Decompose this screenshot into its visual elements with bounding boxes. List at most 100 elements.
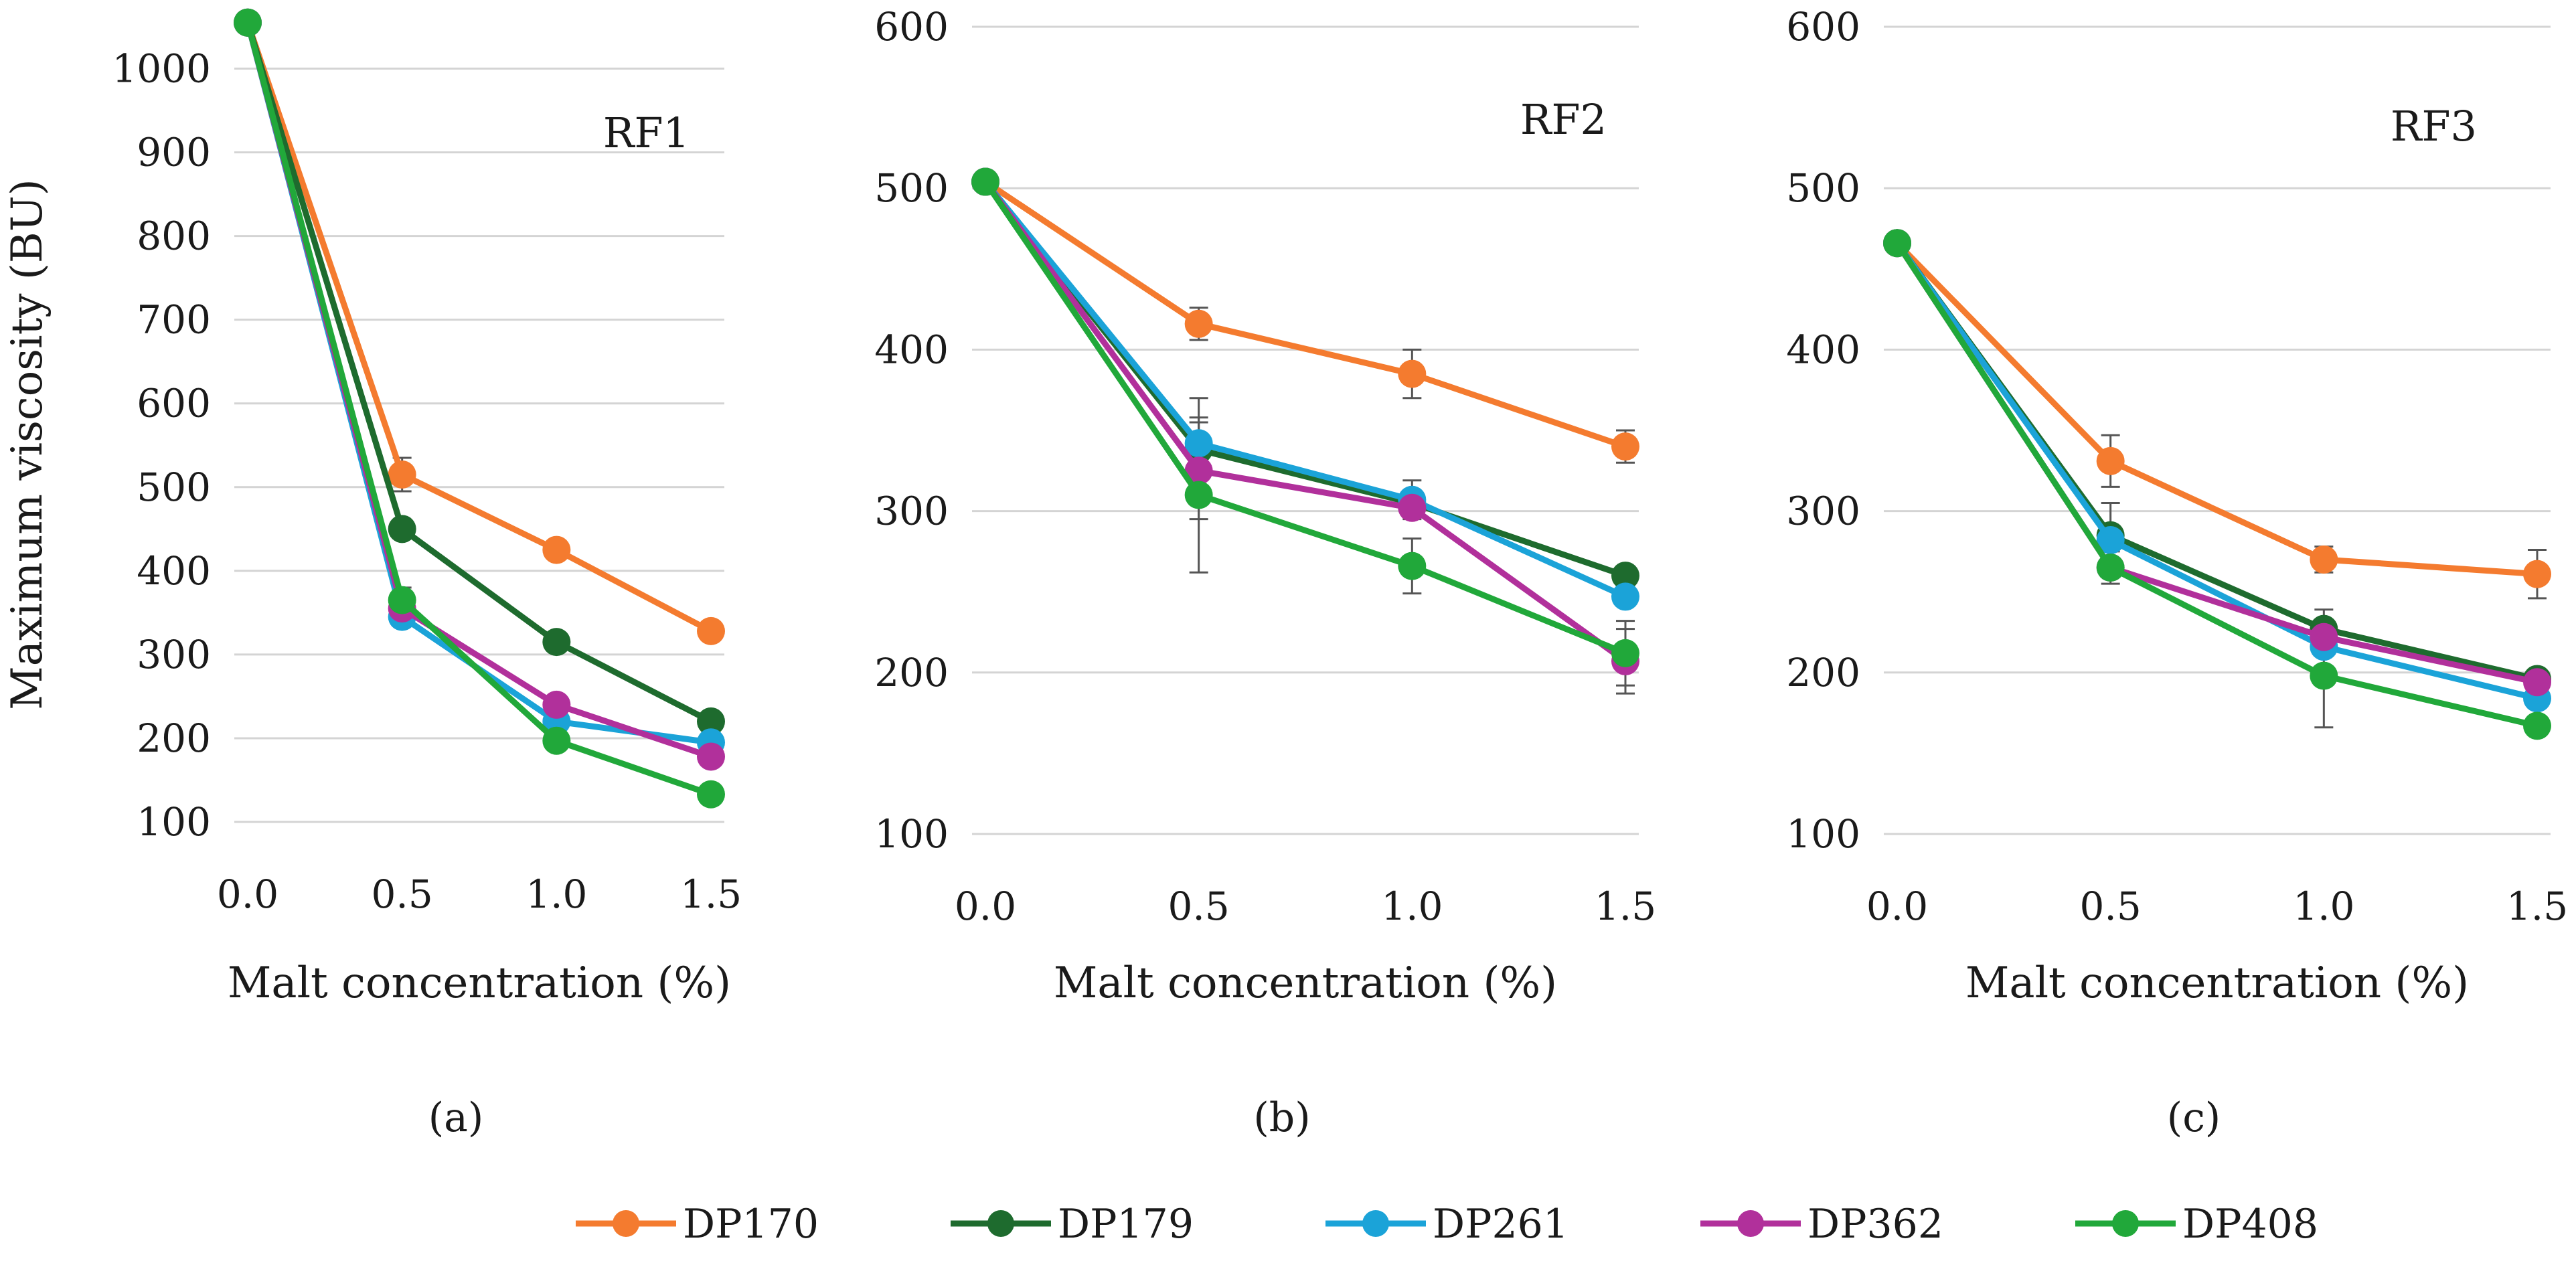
legend-item-dp261: DP261 (1325, 1201, 1568, 1248)
y-tick-label: 600 (874, 4, 949, 50)
legend-swatch-marker (1737, 1210, 1764, 1237)
y-tick-label: 100 (137, 799, 211, 845)
series-line (1894, 240, 2541, 578)
data-point (234, 8, 262, 37)
legend-item-dp170: DP170 (576, 1201, 819, 1248)
series-dp362 (1883, 229, 2551, 697)
series-dp408 (234, 8, 725, 809)
series-line (982, 179, 1629, 665)
y-tick-label: 300 (1786, 489, 1860, 534)
x-tick-label: 1.5 (1595, 884, 1656, 929)
legend-item-dp362: DP362 (1700, 1201, 1943, 1248)
y-tick-label: 500 (137, 465, 211, 510)
data-point (2310, 661, 2338, 690)
legend-swatch-marker (2112, 1210, 2139, 1237)
legend-label: DP179 (1058, 1201, 1194, 1248)
data-point (1398, 359, 1427, 388)
gridlines (1884, 25, 2551, 835)
series-dp170 (971, 167, 1639, 461)
data-point (697, 742, 725, 771)
legend-swatch-marker (987, 1210, 1014, 1237)
series-line (1894, 240, 2541, 685)
series-line (982, 179, 1629, 600)
x-tick-label: 0.5 (372, 871, 433, 917)
y-tick-label: 500 (874, 165, 949, 211)
y-tick-label: 600 (1786, 4, 1860, 50)
y-tick-label: 300 (874, 489, 949, 534)
series-dp362 (971, 167, 1639, 675)
series-dp408 (971, 167, 1639, 667)
data-point (2523, 668, 2551, 697)
data-point (542, 628, 571, 657)
y-tick-label: 400 (1786, 327, 1860, 372)
chart-panel-2: 100 200 300 400 500 600 0.0 0.5 1.0 1.5 Malt conce… (874, 4, 1656, 1141)
x-tick-label: 0.0 (955, 884, 1016, 929)
y-tick-label: 400 (874, 327, 949, 372)
legend-swatch-marker (1362, 1210, 1389, 1237)
y-tick-label: 200 (874, 650, 949, 695)
gridlines (234, 68, 724, 823)
chart-panel-1: 100 200 300 400 500 600 700 800 900 1000 0.0 0.5 1.0… (3, 8, 742, 1141)
x-tick-label: 1.0 (1381, 884, 1443, 929)
x-axis-title: Malt concentration (%) (228, 958, 731, 1008)
legend-label: DP408 (2182, 1201, 2318, 1248)
y-axis-title: Maximum viscosity (BU) (3, 179, 52, 709)
series-group-label: RF1 (603, 108, 690, 157)
series-line (1894, 240, 2541, 729)
y-tick-label: 600 (137, 381, 211, 426)
x-tick-label: 1.0 (526, 871, 587, 917)
x-tick-label: 1.5 (2506, 884, 2568, 929)
x-tick-label: 0.5 (1168, 884, 1230, 929)
y-tick-label: 100 (874, 811, 949, 857)
data-point (1184, 309, 1213, 338)
y-tick-label: 700 (137, 297, 211, 343)
data-point (2310, 622, 2338, 651)
data-point (2096, 446, 2125, 475)
series-line (982, 179, 1629, 450)
x-tick-label: 0.5 (2080, 884, 2142, 929)
legend-label: DP362 (1807, 1201, 1943, 1248)
legend-label: DP261 (1433, 1201, 1568, 1248)
series-line (244, 19, 714, 798)
series-dp170 (234, 8, 725, 645)
data-point (971, 167, 999, 196)
x-tick-label: 0.0 (1866, 884, 1928, 929)
series-line (982, 179, 1629, 657)
y-tick-label: 300 (137, 632, 211, 677)
data-point (542, 690, 571, 719)
y-tick-label: 200 (1786, 650, 1860, 695)
data-point (2523, 711, 2551, 740)
data-point (2096, 526, 2125, 555)
series-group-label: RF2 (1520, 95, 1607, 144)
data-point (388, 586, 416, 614)
data-point (1611, 639, 1639, 667)
y-tick-label: 1000 (112, 46, 211, 92)
legend-item-dp408: DP408 (2075, 1201, 2318, 1248)
data-point (697, 616, 725, 645)
chart-panel-3: 100 200 300 400 500 600 0.0 0.5 1.0 1.5 Malt conce… (1786, 4, 2568, 1141)
data-point (388, 460, 416, 489)
x-tick-label: 1.5 (680, 871, 742, 917)
data-point (1398, 493, 1427, 522)
data-point (1611, 432, 1639, 461)
data-point (1184, 429, 1213, 458)
data-point (697, 707, 725, 736)
series-line (244, 19, 714, 635)
legend-swatch-marker (613, 1210, 639, 1237)
legend-item-dp179: DP179 (951, 1201, 1194, 1248)
data-point (2096, 554, 2125, 582)
series-group-label: RF3 (2391, 102, 2477, 151)
data-point (1611, 562, 1639, 590)
data-point (697, 780, 725, 809)
data-point (2523, 560, 2551, 588)
series-line (244, 19, 714, 725)
panel-label: (b) (1253, 1094, 1310, 1141)
series-dp170 (1883, 229, 2551, 588)
x-tick-label: 0.0 (217, 871, 278, 917)
y-tick-label: 500 (1786, 165, 1860, 211)
series-dp261 (1883, 229, 2551, 713)
data-point (1184, 456, 1213, 485)
x-axis-title: Malt concentration (%) (1054, 958, 1557, 1008)
data-point (2310, 545, 2338, 574)
series-dp408 (1883, 229, 2551, 740)
